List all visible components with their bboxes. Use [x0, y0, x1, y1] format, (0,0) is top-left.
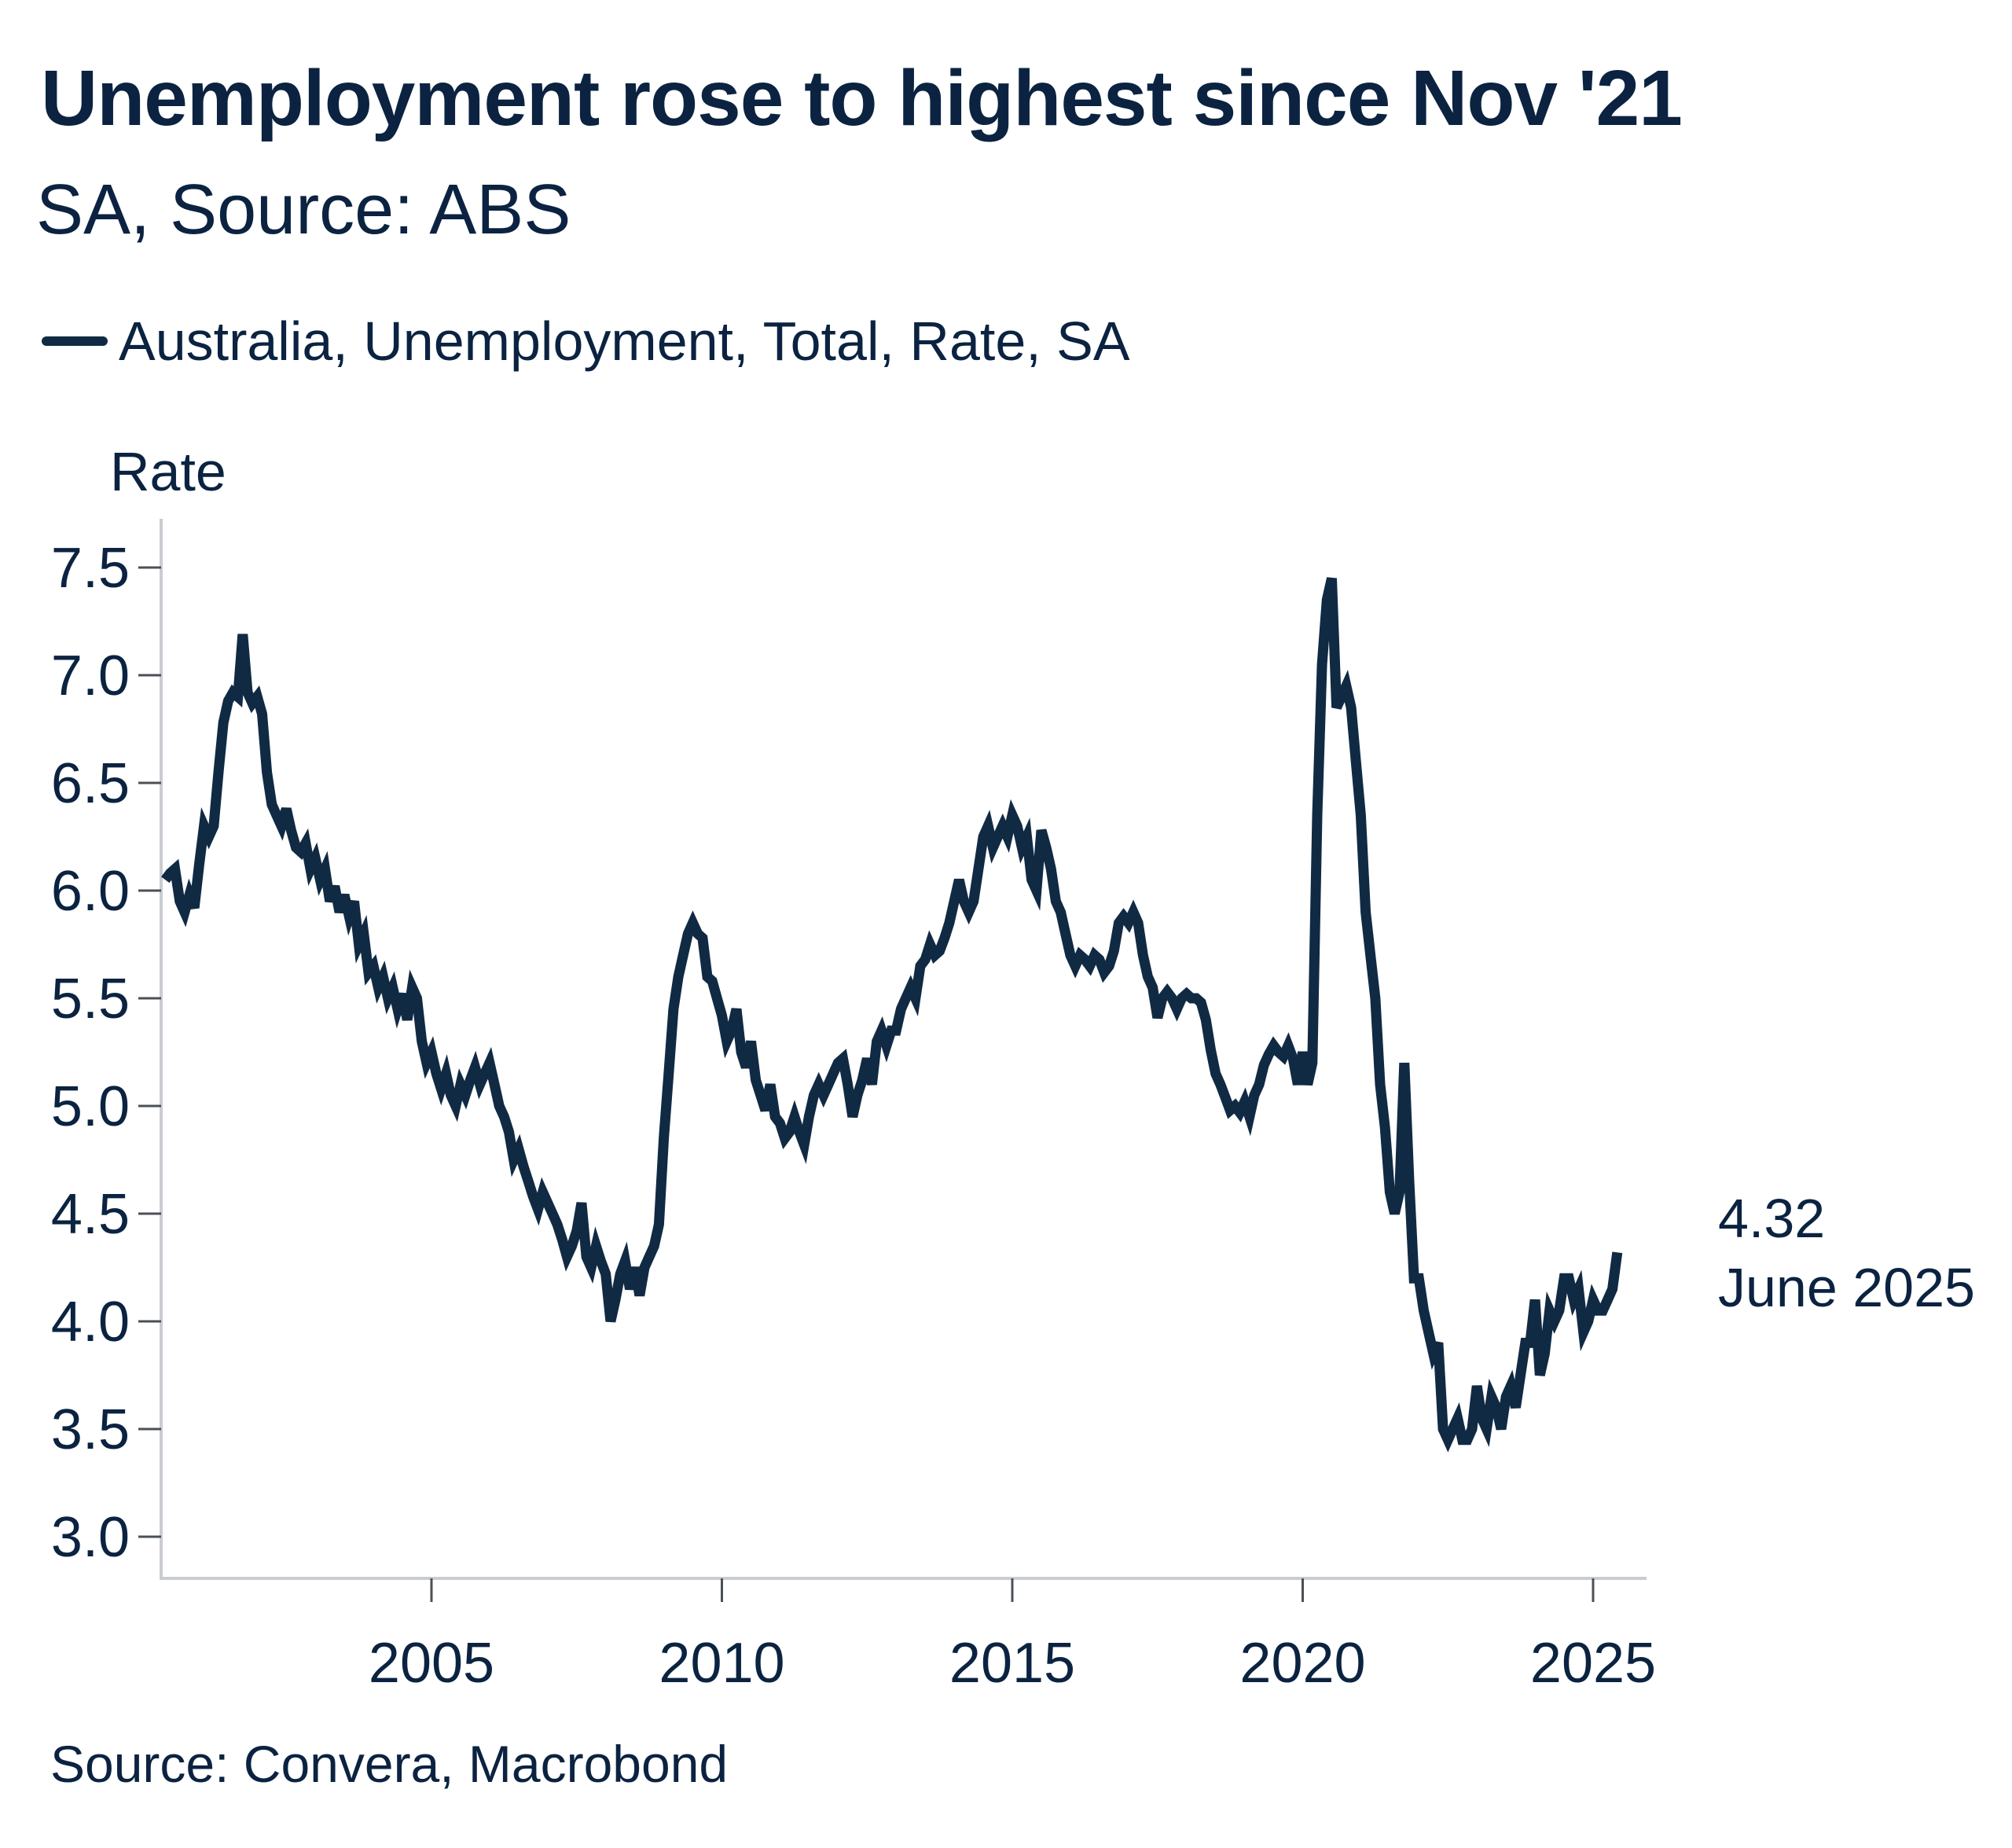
chart-subtitle: SA, Source: ABS: [36, 171, 571, 249]
y-tick-label: 7.0: [51, 645, 130, 707]
y-tick-label: 6.5: [51, 752, 130, 815]
x-tick-label: 2015: [949, 1632, 1075, 1695]
legend-line-swatch: [42, 336, 108, 346]
legend-series-label: Australia, Unemployment, Total, Rate, SA: [119, 310, 1130, 372]
page-title: Unemployment rose to highest since Nov '…: [41, 54, 1683, 142]
x-tick-label: 2020: [1239, 1632, 1365, 1695]
y-tick-label: 6.0: [51, 860, 130, 923]
y-tick-label: 4.5: [51, 1183, 130, 1246]
last-value-date: June 2025: [1718, 1257, 1975, 1319]
source-note: Source: Convera, Macrobond: [50, 1735, 729, 1793]
x-tick-label: 2025: [1530, 1632, 1656, 1695]
y-tick-label: 4.0: [51, 1291, 130, 1354]
x-tick-label: 2005: [369, 1632, 494, 1695]
y-tick-label: 3.5: [51, 1398, 130, 1461]
last-value-annotation: 4.32 June 2025: [1718, 1184, 1975, 1322]
y-axis-title: Rate: [110, 441, 226, 502]
legend: Australia, Unemployment, Total, Rate, SA: [42, 307, 1130, 375]
x-tick-label: 2010: [659, 1632, 784, 1695]
y-tick-label: 3.0: [51, 1506, 130, 1569]
last-value: 4.32: [1718, 1188, 1826, 1249]
unemployment-rate-line: [161, 577, 1623, 1453]
y-tick-label: 7.5: [51, 537, 130, 600]
y-tick-label: 5.0: [51, 1075, 130, 1138]
y-tick-label: 5.5: [51, 968, 130, 1031]
